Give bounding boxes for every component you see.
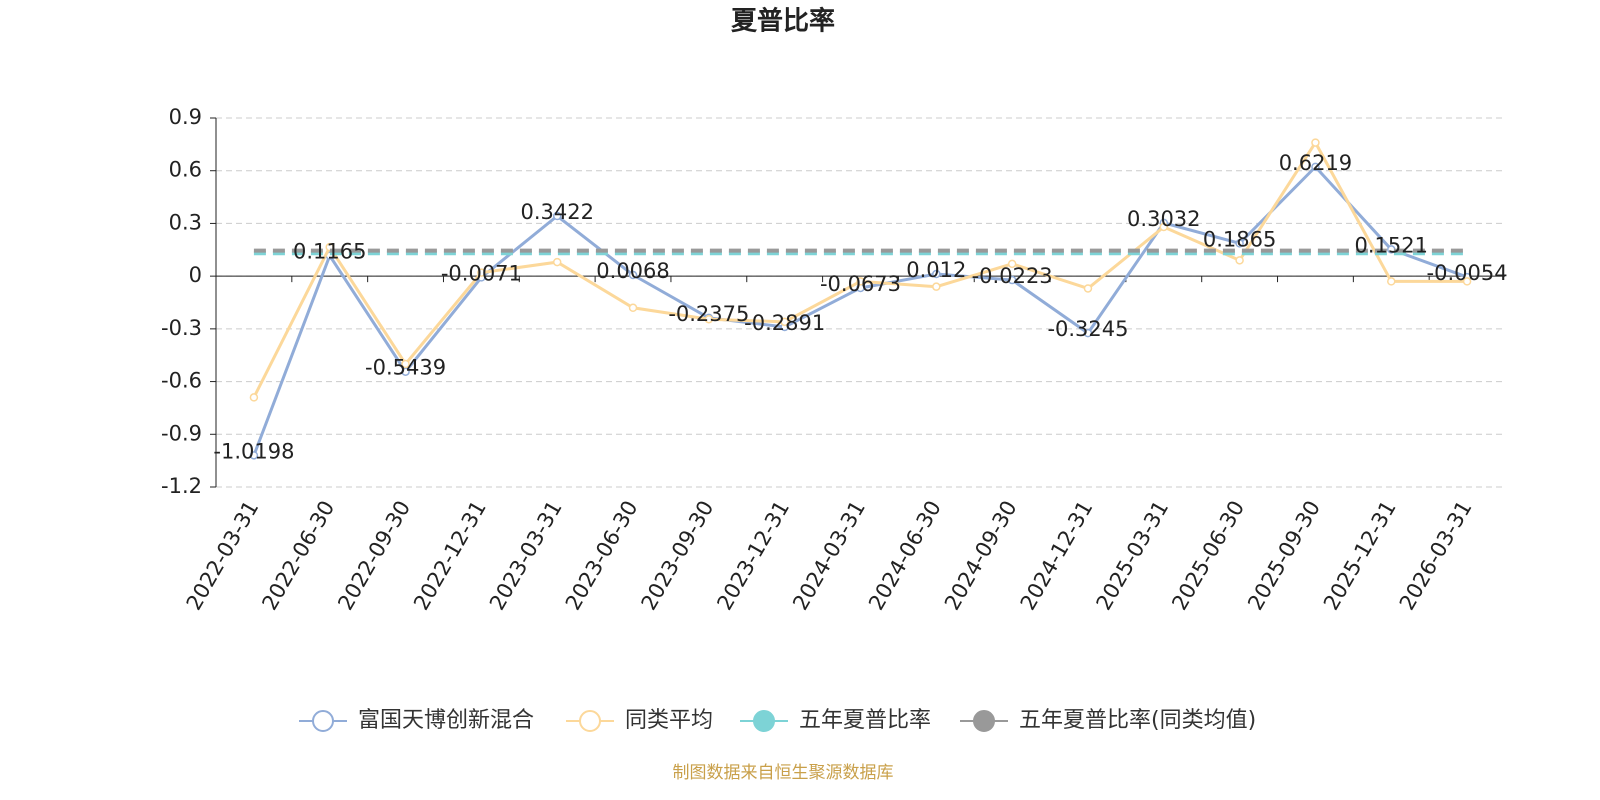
legend-icon <box>312 710 334 732</box>
data-label: -0.0054 <box>1427 261 1508 285</box>
x-tick-label: 2022-12-31 <box>409 496 491 614</box>
legend-label: 同类平均 <box>625 708 713 733</box>
data-point <box>249 451 259 460</box>
x-tick-label: 2023-09-30 <box>637 497 719 615</box>
data-point <box>1235 239 1244 248</box>
x-tick-label: 2023-03-31 <box>485 497 567 615</box>
data-point <box>249 393 259 402</box>
data-label: -0.5439 <box>365 356 446 380</box>
x-tick-label: 2022-03-31 <box>182 497 264 615</box>
data-point <box>1387 277 1396 286</box>
legend-icon <box>973 710 995 732</box>
x-tick-label: 2025-03-31 <box>1092 497 1174 615</box>
data-point <box>1311 162 1320 172</box>
legend-icon <box>753 710 775 732</box>
x-tick-label: 2025-09-30 <box>1243 497 1325 615</box>
data-label: -0.3245 <box>1047 317 1128 341</box>
data-point <box>1235 256 1244 265</box>
x-tick-label: 2024-12-31 <box>1016 497 1098 615</box>
data-label: 0.3422 <box>520 200 593 224</box>
x-tick-label: 2024-09-30 <box>940 496 1022 614</box>
data-point <box>704 314 714 324</box>
x-tick-label: 2025-06-30 <box>1167 497 1249 615</box>
y-tick-label: -1.2 <box>161 474 202 498</box>
x-tick-label: 2025-12-31 <box>1319 497 1401 615</box>
data-point <box>932 282 941 291</box>
legend-icon <box>579 710 601 732</box>
data-point <box>856 277 865 286</box>
y-tick-label: 0.3 <box>169 210 202 234</box>
y-tick-label: 0.6 <box>169 158 202 182</box>
x-tick-label: 2023-12-31 <box>712 497 794 615</box>
data-point <box>1083 328 1093 338</box>
y-tick-label: -0.6 <box>161 369 202 393</box>
data-label: 0.3032 <box>1127 207 1200 231</box>
x-tick-label: 2023-06-30 <box>561 497 643 615</box>
data-label: -0.2891 <box>744 311 825 335</box>
data-point <box>1159 222 1169 232</box>
data-label: -0.0223 <box>972 264 1053 288</box>
data-point <box>552 257 562 267</box>
data-point <box>1311 138 1320 147</box>
legend-label: 五年夏普比率(同类均值) <box>1019 708 1256 733</box>
data-label: -0.0673 <box>820 272 901 296</box>
x-tick-label: 2022-09-30 <box>333 497 415 615</box>
data-point <box>401 359 410 369</box>
y-tick-label: 0.9 <box>169 105 202 129</box>
data-label: 0.1865 <box>1203 227 1276 251</box>
chart-title: 夏普比率 <box>731 6 835 37</box>
data-point <box>477 268 486 277</box>
data-label: -0.2375 <box>668 302 749 326</box>
data-label: 0.0068 <box>596 259 669 283</box>
data-point <box>780 317 789 327</box>
data-point <box>932 269 941 279</box>
series-line <box>252 164 1468 456</box>
y-tick-label: -0.9 <box>161 421 202 445</box>
x-tick-label: 2024-03-31 <box>788 497 870 615</box>
legend-label: 五年夏普比率 <box>799 708 931 733</box>
x-tick-label: 2022-06-30 <box>257 497 339 615</box>
data-label: 0.6219 <box>1279 151 1352 175</box>
data-point <box>1462 277 1472 286</box>
data-label: -0.0071 <box>441 261 522 285</box>
x-tick-label: 2024-06-30 <box>864 496 946 614</box>
x-tick-label: 2026-03-31 <box>1395 497 1477 615</box>
source: 制图数据来自恒生聚源数据库 <box>673 763 894 783</box>
data-label: -1.0198 <box>213 439 294 463</box>
data-point <box>628 303 638 313</box>
data-label: 0.1165 <box>293 240 366 264</box>
data-point <box>1007 259 1017 269</box>
data-point <box>1007 275 1017 285</box>
data-point <box>1083 284 1093 293</box>
y-tick-label: -0.3 <box>161 316 202 340</box>
data-point <box>552 211 562 221</box>
data-label: 0.1521 <box>1355 233 1428 257</box>
y-tick-label: 0 <box>189 263 202 287</box>
data-label: 0.012 <box>906 258 966 282</box>
data-point <box>628 270 638 280</box>
legend-label: 富国天博创新混合 <box>358 708 534 733</box>
